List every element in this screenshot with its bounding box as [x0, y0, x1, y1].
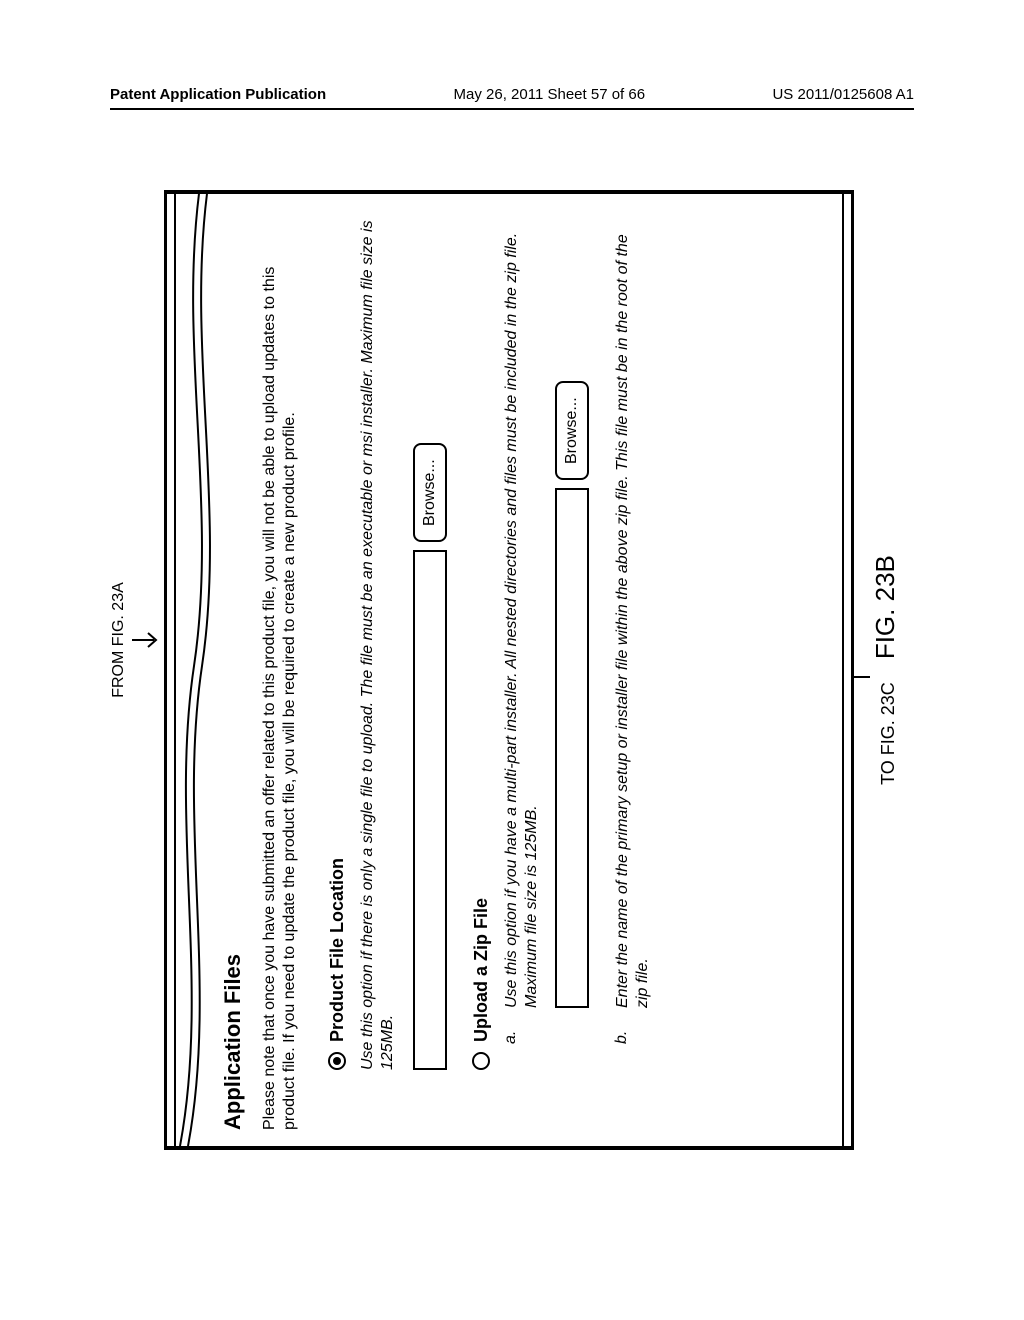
option-upload-zip[interactable]: Upload a Zip File — [471, 200, 492, 1070]
form-panel: Application Files Please note that once … — [164, 190, 854, 1150]
radio-selected-icon — [328, 1052, 346, 1070]
continuation-tick — [854, 676, 870, 678]
option1-file-input[interactable] — [413, 550, 447, 1070]
option1-file-row: Browse... — [413, 200, 447, 1070]
arrow-down-icon — [132, 630, 162, 650]
figure-label: FIG. 23B — [870, 555, 900, 659]
page-header: Patent Application Publication May 26, 2… — [110, 86, 914, 103]
panel-top-border — [164, 194, 167, 1146]
option2-label: Upload a Zip File — [471, 898, 492, 1042]
option1-label: Product File Location — [327, 858, 348, 1042]
panel-bottom-border-2 — [842, 194, 844, 1146]
sub-a-marker: a. — [502, 1026, 543, 1044]
radio-unselected-icon — [472, 1052, 490, 1070]
option1-hint: Use this option if there is only a singl… — [358, 220, 399, 1070]
from-fig-label: FROM FIG. 23A — [110, 540, 128, 740]
panel-bottom-border — [851, 194, 854, 1146]
header-right: US 2011/0125608 A1 — [772, 86, 914, 103]
sub-b-marker: b. — [613, 1026, 654, 1044]
sub-b-text: Enter the name of the primary setup or i… — [613, 220, 654, 1008]
option-product-file-location[interactable]: Product File Location — [327, 200, 348, 1070]
panel-torn-edge — [176, 194, 214, 1146]
option2-sub-a: a. Use this option if you have a multi-p… — [502, 220, 543, 1044]
header-rule — [110, 108, 914, 110]
figure-footer: TO FIG. 23C FIG. 23B — [870, 150, 901, 1190]
option1-browse-button[interactable]: Browse... — [413, 443, 447, 542]
option2-file-row: Browse... — [555, 200, 589, 1008]
option2-file-input[interactable] — [555, 488, 589, 1008]
intro-text: Please note that once you have submitted… — [260, 210, 301, 1130]
option2-browse-button[interactable]: Browse... — [555, 381, 589, 480]
section-title: Application Files — [220, 200, 246, 1130]
option2-sub-b: b. Enter the name of the primary setup o… — [613, 220, 654, 1044]
to-fig-label: TO FIG. 23C — [878, 682, 898, 785]
header-center: May 26, 2011 Sheet 57 of 66 — [454, 86, 646, 103]
header-left: Patent Application Publication — [110, 86, 326, 103]
sub-a-text: Use this option if you have a multi-part… — [502, 220, 543, 1008]
